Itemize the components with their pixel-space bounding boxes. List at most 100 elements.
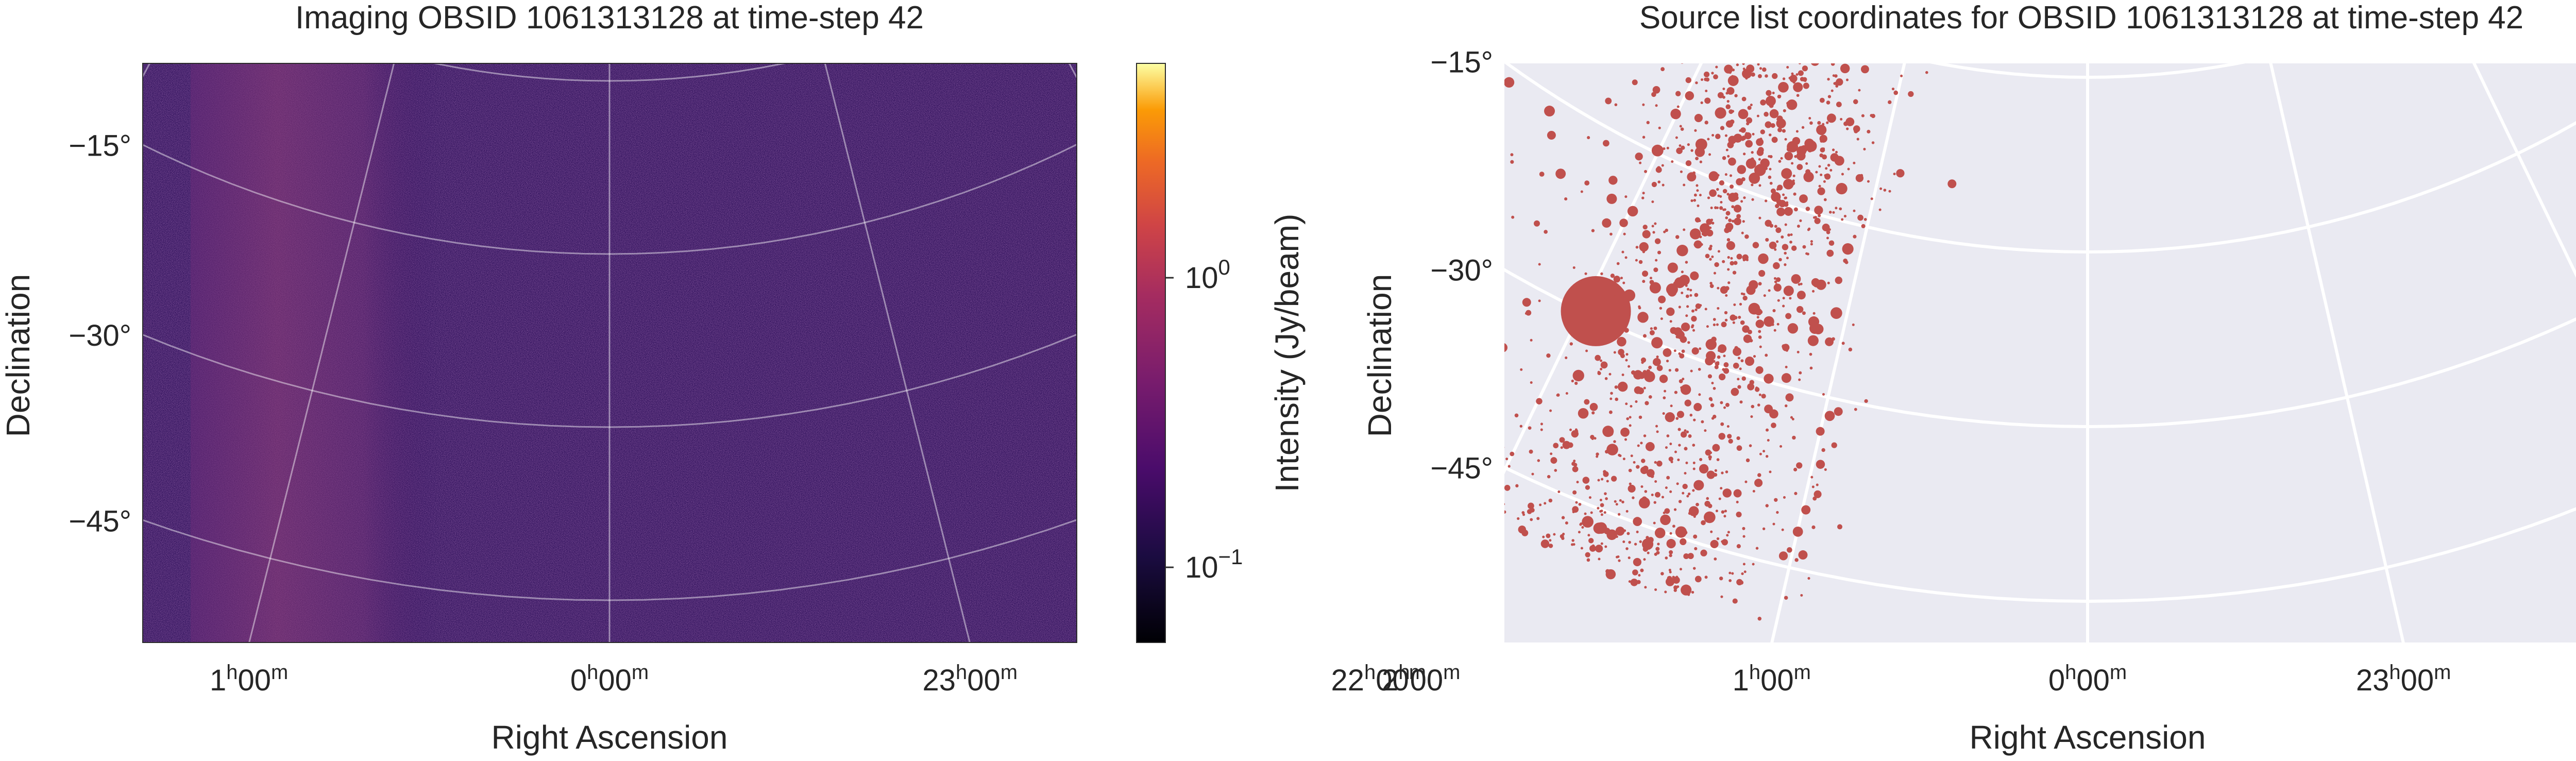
source-point (1772, 522, 1775, 526)
source-point (1733, 261, 1738, 265)
source-point (1187, 161, 1190, 164)
source-point (1838, 184, 1842, 188)
source-point (1628, 556, 1631, 560)
source-point (1809, 48, 1811, 51)
source-point (1731, 120, 1734, 123)
source-point (1587, 534, 1590, 537)
source-point (1786, 65, 1789, 69)
source-point (1640, 357, 1647, 363)
source-point (1665, 412, 1675, 422)
source-point (1776, 277, 1781, 282)
source-point (1768, 133, 1772, 137)
source-point (1786, 99, 1798, 110)
source-point (1657, 250, 1662, 255)
source-point (1637, 444, 1640, 447)
source-point (1747, 106, 1752, 110)
source-point (1727, 281, 1731, 284)
source-point (1680, 127, 1684, 131)
source-point (1835, 276, 1843, 284)
source-point (1783, 496, 1786, 499)
source-point (1166, 78, 1175, 88)
source-point (1797, 291, 1806, 300)
source-point (1759, 50, 1770, 61)
source-point (1540, 539, 1550, 548)
source-point (1669, 553, 1672, 557)
source-point (1793, 82, 1803, 92)
source-point (1722, 87, 1725, 90)
source-point (1776, 207, 1786, 216)
source-point (1611, 289, 1618, 296)
source-point (1679, 275, 1690, 286)
source-point (1717, 307, 1720, 310)
source-point (1562, 441, 1571, 449)
source-point (1728, 71, 1732, 74)
colorbar-tick-label: 10−1 (1185, 545, 1243, 584)
source-point (1830, 307, 1842, 319)
source-point (1745, 258, 1749, 261)
source-point (1686, 495, 1689, 498)
source-point (1761, 38, 1764, 41)
source-point (1740, 320, 1745, 325)
source-point (1625, 402, 1628, 405)
source-point (1527, 20, 1530, 23)
source-point (1727, 531, 1730, 534)
source-point (1654, 528, 1666, 538)
source-point (1681, 349, 1685, 353)
source-point (1712, 444, 1720, 452)
source-point (1744, 480, 1748, 483)
source-point (1698, 367, 1701, 371)
source-point (1669, 550, 1673, 554)
source-point (1694, 217, 1701, 223)
source-point (1698, 393, 1701, 396)
source-point (1672, 525, 1675, 528)
source-point (1745, 77, 1748, 80)
source-point (1719, 576, 1723, 581)
source-point (1726, 425, 1730, 428)
source-point (1776, 323, 1780, 326)
source-point (1770, 111, 1776, 118)
source-point (1741, 96, 1747, 102)
source-point (1559, 437, 1565, 443)
source-point (1733, 133, 1742, 143)
source-point (1756, 138, 1764, 146)
source-point (1860, 174, 1863, 177)
source-point (1693, 402, 1702, 412)
source-point (1694, 293, 1699, 297)
source-point (1540, 428, 1543, 431)
source-point (1841, 342, 1845, 345)
source-point (1633, 370, 1643, 380)
source-point (1676, 105, 1680, 108)
source-point (1547, 130, 1556, 140)
source-point (1536, 398, 1543, 404)
x-tick-label: 22h00m (1331, 661, 1427, 697)
source-point (1738, 315, 1741, 319)
source-point (1798, 283, 1801, 286)
source-point (1751, 151, 1754, 154)
source-point (1800, 282, 1803, 285)
source-point (1711, 417, 1715, 420)
source-point (1413, 129, 1419, 136)
source-point (1173, 245, 1176, 248)
source-point (1550, 457, 1557, 464)
source-point (1709, 189, 1717, 197)
source-point (1816, 460, 1825, 469)
source-point (1690, 369, 1693, 373)
source-point (1613, 334, 1616, 337)
source-point (1510, 160, 1514, 164)
source-point (1684, 447, 1688, 451)
source-point (1713, 360, 1716, 363)
source-point (1637, 312, 1649, 323)
source-point (1633, 557, 1641, 567)
source-point (1472, 109, 1475, 112)
source-point (1789, 297, 1792, 300)
source-point (1555, 168, 1566, 179)
source-point (1722, 189, 1727, 194)
source-point (1565, 356, 1568, 359)
source-point (1617, 336, 1626, 347)
source-point (1765, 428, 1769, 432)
source-point (1626, 417, 1629, 420)
source-point (1694, 547, 1698, 550)
source-point (1862, 57, 1867, 61)
source-point (1726, 241, 1735, 250)
source-point (1653, 361, 1656, 364)
